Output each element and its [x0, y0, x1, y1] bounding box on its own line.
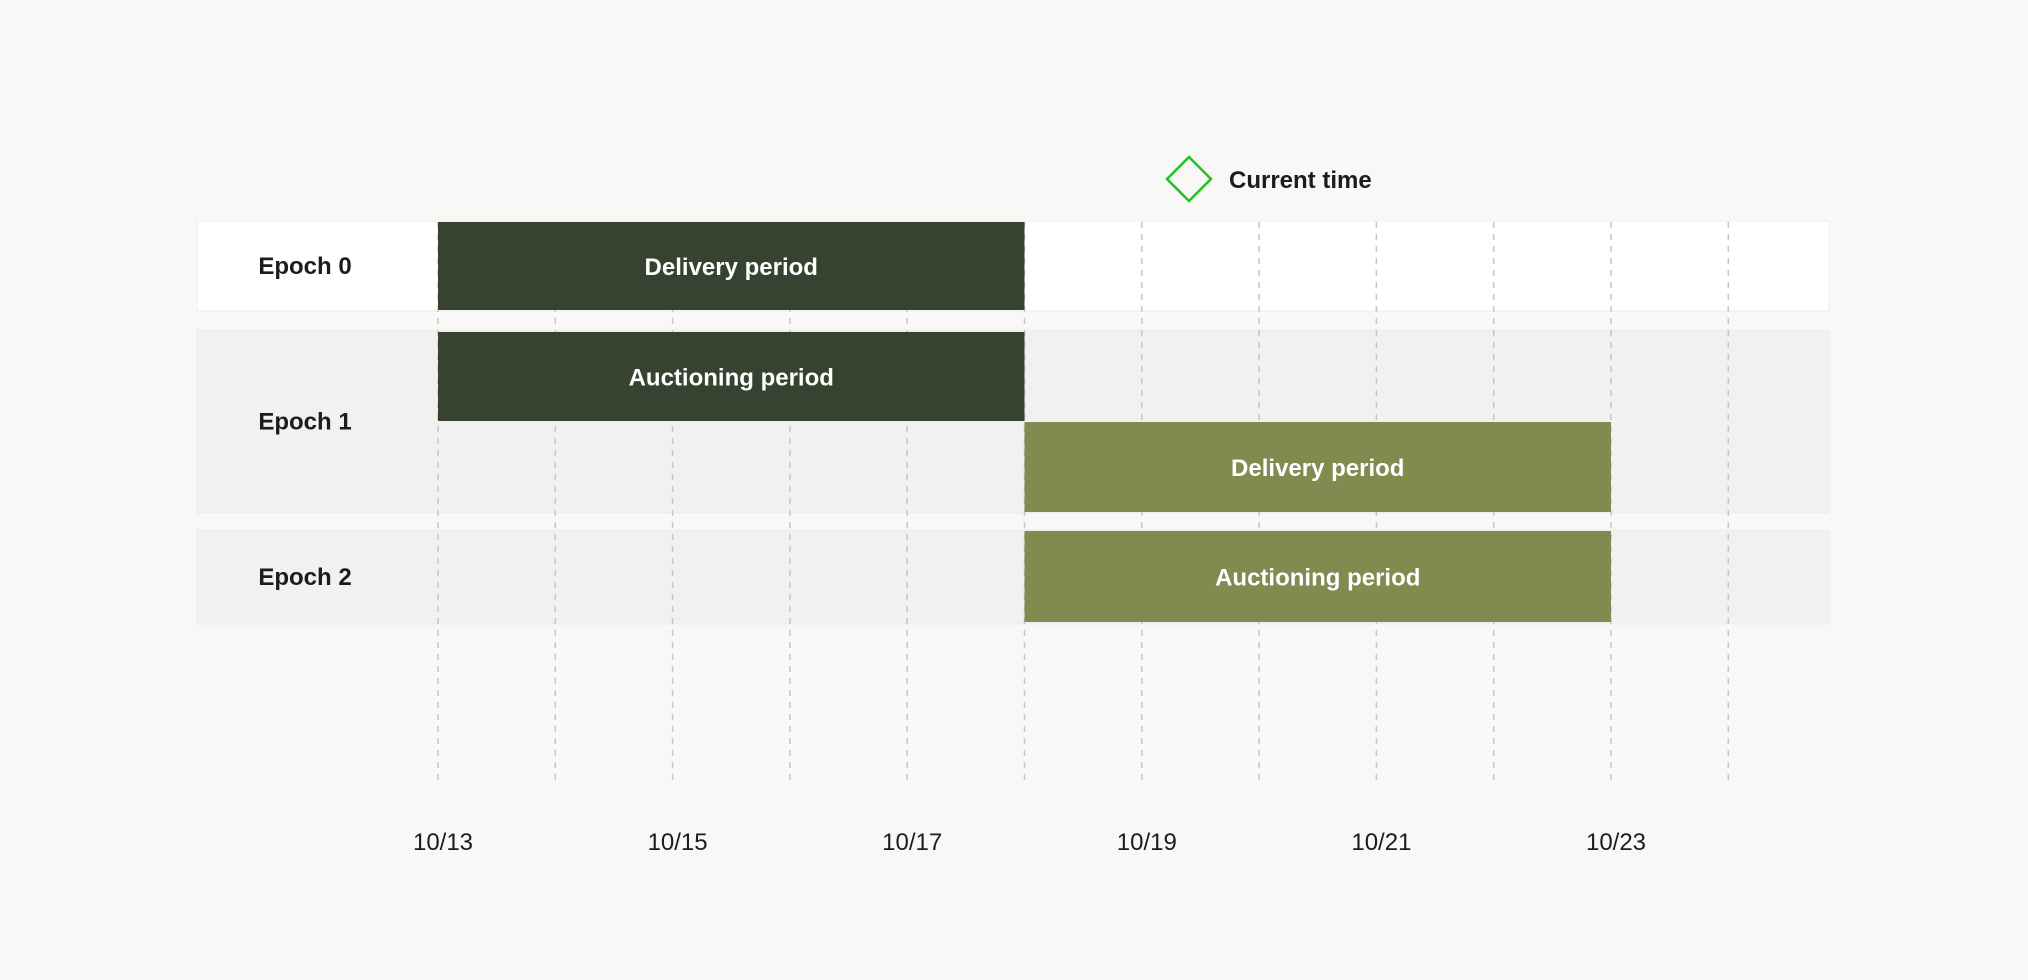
bar-label-epoch-2-auctioning-period: Auctioning period: [1215, 565, 1420, 592]
bar-label-epoch-1-auctioning-period: Auctioning period: [629, 365, 834, 392]
x-tick-label-4: 10/21: [1351, 829, 1411, 856]
bar-epoch-1-delivery-period: [1024, 422, 1611, 512]
lane-label-epoch-1: Epoch 1: [258, 409, 351, 436]
current-time-diamond-icon: [1165, 155, 1213, 203]
lane-label-epoch-0: Epoch 0: [258, 253, 351, 280]
x-tick-label-5: 10/23: [1586, 829, 1646, 856]
bar-epoch-0-delivery-period: [438, 222, 1025, 310]
x-tick-label-0: 10/13: [413, 829, 473, 856]
bar-label-epoch-1-delivery-period: Delivery period: [1231, 455, 1404, 482]
bar-label-epoch-0-delivery-period: Delivery period: [645, 254, 818, 281]
x-tick-label-3: 10/19: [1117, 829, 1177, 856]
x-tick-label-1: 10/15: [648, 829, 708, 856]
legend-label-current-time: Current time: [1229, 167, 1372, 194]
x-tick-label-2: 10/17: [882, 829, 942, 856]
lane-label-epoch-2: Epoch 2: [258, 564, 351, 591]
bar-epoch-2-auctioning-period: [1024, 531, 1611, 622]
bar-epoch-1-auctioning-period: [438, 332, 1025, 421]
